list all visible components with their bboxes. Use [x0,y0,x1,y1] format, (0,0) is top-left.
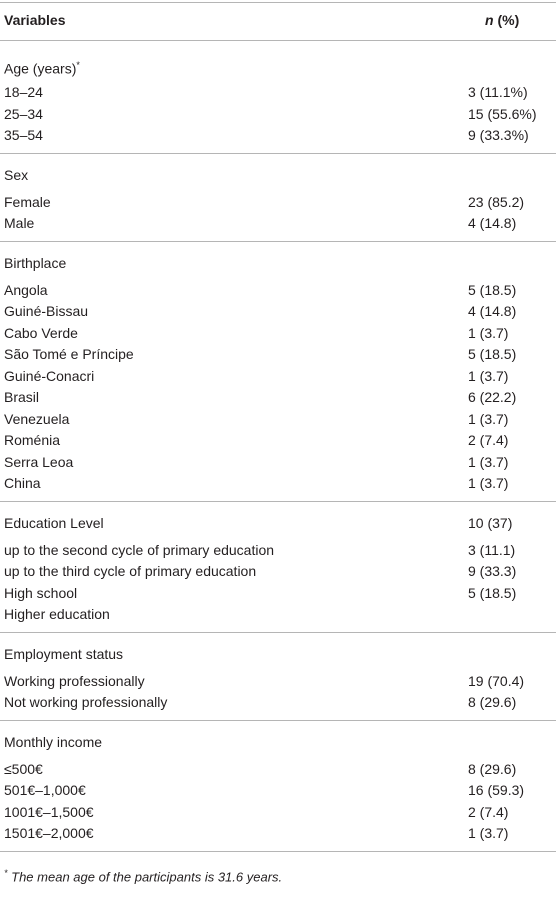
footnote: * The mean age of the participants is 31… [4,865,282,885]
section-title-text: Education Level [4,514,104,531]
cell-value: 1 (3.7) [468,410,509,427]
cell-label: Male [4,215,35,231]
section-title-text: Monthly income [4,733,103,750]
section-title: Age (years)* [4,57,80,77]
cell-value: 16 (59.3) [468,782,525,798]
section-title: Employment status [4,646,123,662]
cell-value: 2 (7.4) [468,803,509,820]
cell-label: up to the second cycle of primary educat… [4,541,275,558]
cell-value: 1 (3.7) [468,324,509,341]
header-variables: Variables [4,12,66,28]
cell-value: 9 (33.3) [468,563,517,579]
rule [0,241,556,242]
cell-value: 3 (11.1%) [468,84,528,100]
cell-label: up to the third cycle of primary educati… [4,563,257,579]
cell-value: 23 (85.2) [468,193,525,210]
cell-label: 501€–1,000€ [4,782,86,798]
cell-value: 4 (14.8) [468,303,517,319]
cell-label: Roménia [4,432,61,448]
cell-label: 1001€–1,500€ [4,803,94,820]
rule [0,720,556,721]
footnote-text: The mean age of the participants is 31.6… [11,869,283,885]
cell-label: China [4,475,41,491]
rule [0,632,556,633]
cell-value: 1 (3.7) [468,475,509,491]
rule [0,851,556,852]
cell-value: 6 (22.2) [468,389,517,405]
section-title-text: Employment status [4,645,124,662]
cell-label: Not working professionally [4,694,168,710]
section-title-text: Age (years) [4,60,77,77]
cell-value: 5 (18.5) [468,584,517,601]
section-title-text: Birthplace [4,254,67,271]
cell-value: 1 (3.7) [468,825,509,841]
rule [0,2,556,3]
cell-value: 9 (33.3%) [468,127,529,143]
footnote-marker: * [4,868,8,878]
cell-value: 5 (18.5) [468,346,517,362]
cell-label: ≤500€ [4,760,43,777]
cell-label: Working professionally [4,672,145,689]
header-percent: (%) [497,12,520,28]
cell-value: 4 (14.8) [468,215,517,231]
rule [0,153,556,154]
cell-label: Female [4,193,51,210]
section-title: Education Level [4,515,104,531]
section-title-text: Sex [4,166,29,183]
footnote-marker: * [76,60,80,70]
header-n-symbol: n [485,12,494,28]
cell-value: 1 (3.7) [468,453,509,470]
cell-label: 35–54 [4,127,43,143]
cell-label: 1501€–2,000€ [4,825,94,841]
cell-label: Guiné-Conacri [4,367,95,384]
section-title: Birthplace [4,255,66,271]
cell-value: 2 (7.4) [468,432,509,448]
cell-value: 3 (11.1) [468,541,516,558]
cell-label: Venezuela [4,410,70,427]
cell-label: São Tomé e Príncipe [4,346,134,362]
header-n: n (%) [485,12,519,28]
cell-label: 18–24 [4,84,43,100]
cell-label: Higher education [4,606,110,622]
cell-label: Cabo Verde [4,324,78,341]
cell-label: High school [4,584,78,601]
cell-value: 8 (29.6) [468,760,517,777]
section-title: Sex [4,167,28,183]
cell-value: 19 (70.4) [468,672,525,689]
cell-label: Angola [4,281,48,298]
cell-value: 1 (3.7) [468,367,509,384]
cell-label: 25–34 [4,105,43,122]
cell-value: 15 (55.6%) [468,105,537,122]
cell-value: 8 (29.6) [468,694,517,710]
cell-label: Brasil [4,389,40,405]
cell-label: Serra Leoa [4,453,74,470]
cell-value: 10 (37) [468,514,513,531]
cell-label: Guiné-Bissau [4,303,89,319]
rule [0,501,556,502]
cell-value: 5 (18.5) [468,281,517,298]
section-title: Monthly income [4,734,102,750]
rule [0,40,556,41]
